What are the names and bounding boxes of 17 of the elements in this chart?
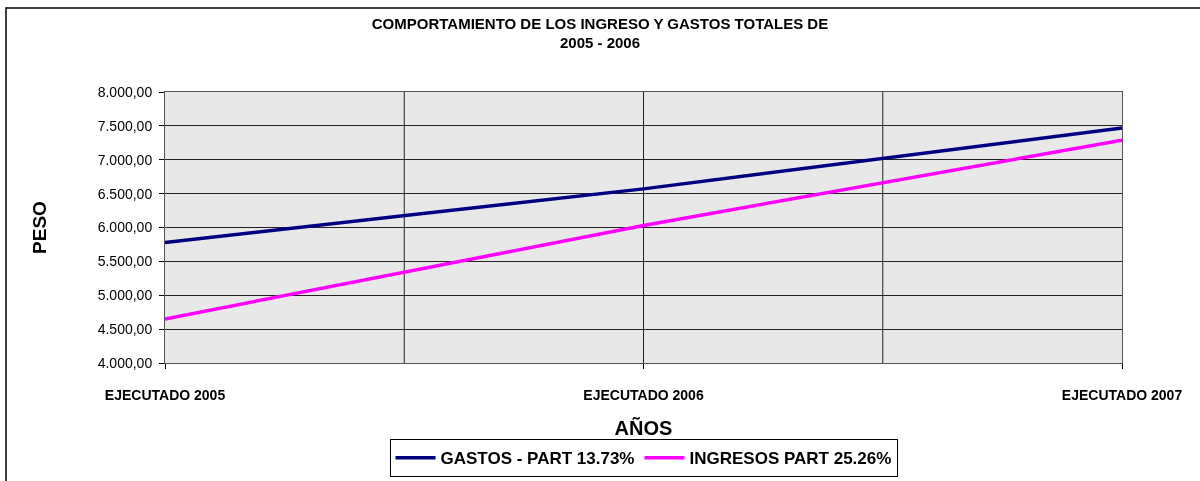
y-axis-title: PESO (28, 201, 50, 254)
legend-label: INGRESOS PART 25.26% (689, 449, 892, 469)
y-tick-label: 5.000,00 (97, 287, 153, 304)
chart-title: COMPORTAMIENTO DE LOS INGRESO Y GASTOS TOTALES DE 2005 - 2006 (371, 14, 829, 52)
y-tick-label: 6.000,00 (97, 219, 153, 236)
legend-label: GASTOS - PART 13.73% (440, 449, 635, 469)
y-tick-label: 8.000,00 (97, 83, 153, 100)
x-tick-label: EJECUTADO 2007 (1061, 386, 1183, 403)
y-tick-label: 5.500,00 (97, 253, 153, 270)
y-tick-label: 7.000,00 (97, 151, 153, 168)
x-tick-label: EJECUTADO 2006 (583, 386, 704, 403)
y-tick-label: 7.500,00 (97, 117, 153, 134)
y-tick-label: 6.500,00 (97, 185, 153, 202)
x-tick-label: EJECUTADO 2005 (104, 386, 226, 403)
y-tick-label: 4.000,00 (97, 354, 153, 371)
y-tick-label: 4.500,00 (97, 321, 153, 338)
x-axis-title: AÑOS (614, 417, 673, 440)
